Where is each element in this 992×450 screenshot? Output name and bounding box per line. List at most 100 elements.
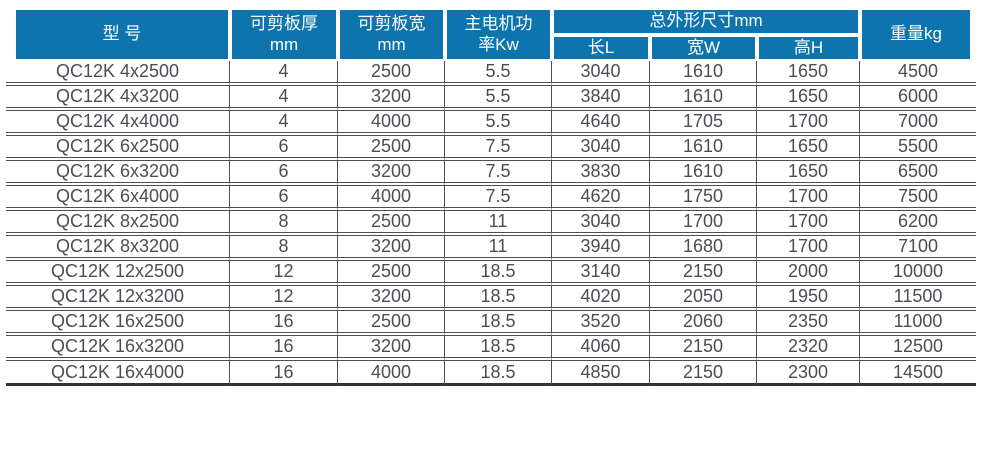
table-row: QC12K 6x2500 6 2500 7.5 3040 1610 1650 5500 [6,136,976,162]
cell-thickness: 16 [230,361,338,387]
table-row: QC12K 16x3200 16 3200 18.5 4060 2150 2320 12500 [6,336,976,362]
cell-model: QC12K 6x2500 [6,136,230,162]
cell-plate-width: 3200 [338,286,445,312]
cell-model: QC12K 12x3200 [6,286,230,312]
table-row: QC12K 6x4000 6 4000 7.5 4620 1750 1700 7500 [6,186,976,212]
cell-weight: 12500 [860,336,976,362]
table-row: QC12K 8x3200 8 3200 11 3940 1680 1700 7100 [6,236,976,262]
cell-plate-width: 4000 [338,111,445,137]
table-body: QC12K 4x2500 4 2500 5.5 3040 1610 1650 4500 QC12… [6,61,976,387]
header-cell-height: 高H [757,34,860,62]
cell-weight: 6200 [860,211,976,237]
cell-height: 1700 [757,186,860,212]
cell-length: 4640 [552,111,650,137]
cell-thickness: 4 [230,111,338,137]
cell-power: 18.5 [445,286,552,312]
cell-length: 3040 [552,136,650,162]
cell-thickness: 12 [230,286,338,312]
cell-plate-width: 3200 [338,336,445,362]
cell-width-overall: 1705 [650,111,757,137]
table-row: QC12K 12x2500 12 2500 18.5 3140 2150 2000 10000 [6,261,976,287]
cell-weight: 14500 [860,361,976,387]
cell-weight: 5500 [860,136,976,162]
cell-power: 5.5 [445,111,552,137]
cell-power: 11 [445,236,552,262]
cell-power: 7.5 [445,161,552,187]
cell-width-overall: 1750 [650,186,757,212]
cell-height: 1650 [757,61,860,87]
cell-width-overall: 2050 [650,286,757,312]
cell-weight: 6000 [860,86,976,112]
cell-thickness: 6 [230,136,338,162]
cell-width-overall: 2150 [650,361,757,387]
cell-weight: 7100 [860,236,976,262]
cell-thickness: 4 [230,86,338,112]
cell-width-overall: 1700 [650,211,757,237]
spec-table-container: 型 号 可剪板厚 mm 可剪板宽 mm 主电机功 率Kw 总外形尺寸mm 重量k… [6,8,976,387]
table-row: QC12K 16x4000 16 4000 18.5 4850 2150 2300 14500 [6,361,976,387]
table-row: QC12K 4x4000 4 4000 5.5 4640 1705 1700 7000 [6,111,976,137]
cell-plate-width: 2500 [338,211,445,237]
cell-model: QC12K 12x2500 [6,261,230,287]
cell-length: 4850 [552,361,650,387]
cell-weight: 11500 [860,286,976,312]
cell-thickness: 16 [230,311,338,337]
cell-plate-width: 2500 [338,311,445,337]
cell-weight: 4500 [860,61,976,87]
cell-model: QC12K 4x4000 [6,111,230,137]
cell-height: 1950 [757,286,860,312]
cell-model: QC12K 6x3200 [6,161,230,187]
cell-model: QC12K 16x4000 [6,361,230,387]
cell-power: 5.5 [445,86,552,112]
cell-length: 3830 [552,161,650,187]
table-row: QC12K 12x3200 12 3200 18.5 4020 2050 1950 11500 [6,286,976,312]
header-cell-thickness: 可剪板厚 mm [230,8,338,62]
cell-thickness: 4 [230,61,338,87]
header-plate-width-line2: mm [377,34,406,54]
cell-thickness: 12 [230,261,338,287]
cell-model: QC12K 8x3200 [6,236,230,262]
cell-plate-width: 2500 [338,261,445,287]
cell-model: QC12K 16x2500 [6,311,230,337]
cell-plate-width: 3200 [338,236,445,262]
cell-height: 2320 [757,336,860,362]
cell-plate-width: 2500 [338,61,445,87]
cell-width-overall: 2150 [650,261,757,287]
cell-power: 7.5 [445,136,552,162]
cell-width-overall: 1610 [650,161,757,187]
header-plate-width-line1: 可剪板宽 [357,14,426,33]
cell-model: QC12K 4x2500 [6,61,230,87]
table-row: QC12K 16x2500 16 2500 18.5 3520 2060 2350 11000 [6,311,976,337]
cell-weight: 6500 [860,161,976,187]
cell-power: 18.5 [445,261,552,287]
cell-thickness: 8 [230,236,338,262]
header-thickness-line1: 可剪板厚 [250,14,318,33]
header-cell-model: 型 号 [6,8,230,62]
cell-height: 2000 [757,261,860,287]
cell-weight: 11000 [860,311,976,337]
cell-length: 3040 [552,61,650,87]
cell-thickness: 8 [230,211,338,237]
cell-thickness: 6 [230,186,338,212]
cell-model: QC12K 6x4000 [6,186,230,212]
cell-power: 7.5 [445,186,552,212]
header-power-line2: 率Kw [478,34,519,54]
cell-plate-width: 4000 [338,186,445,212]
table-row: QC12K 4x3200 4 3200 5.5 3840 1610 1650 6000 [6,86,976,112]
cell-power: 11 [445,211,552,237]
cell-height: 1650 [757,136,860,162]
cell-plate-width: 2500 [338,136,445,162]
header-cell-length: 长L [552,34,650,62]
cell-length: 3840 [552,86,650,112]
cell-power: 5.5 [445,61,552,87]
cell-length: 3040 [552,211,650,237]
cell-width-overall: 2150 [650,336,757,362]
cell-width-overall: 1680 [650,236,757,262]
cell-plate-width: 4000 [338,361,445,387]
header-thickness-line2: mm [269,34,299,54]
cell-width-overall: 2060 [650,311,757,337]
cell-length: 3940 [552,236,650,262]
table-row: QC12K 6x3200 6 3200 7.5 3830 1610 1650 6500 [6,161,976,187]
cell-length: 3140 [552,261,650,287]
cell-weight: 7500 [860,186,976,212]
